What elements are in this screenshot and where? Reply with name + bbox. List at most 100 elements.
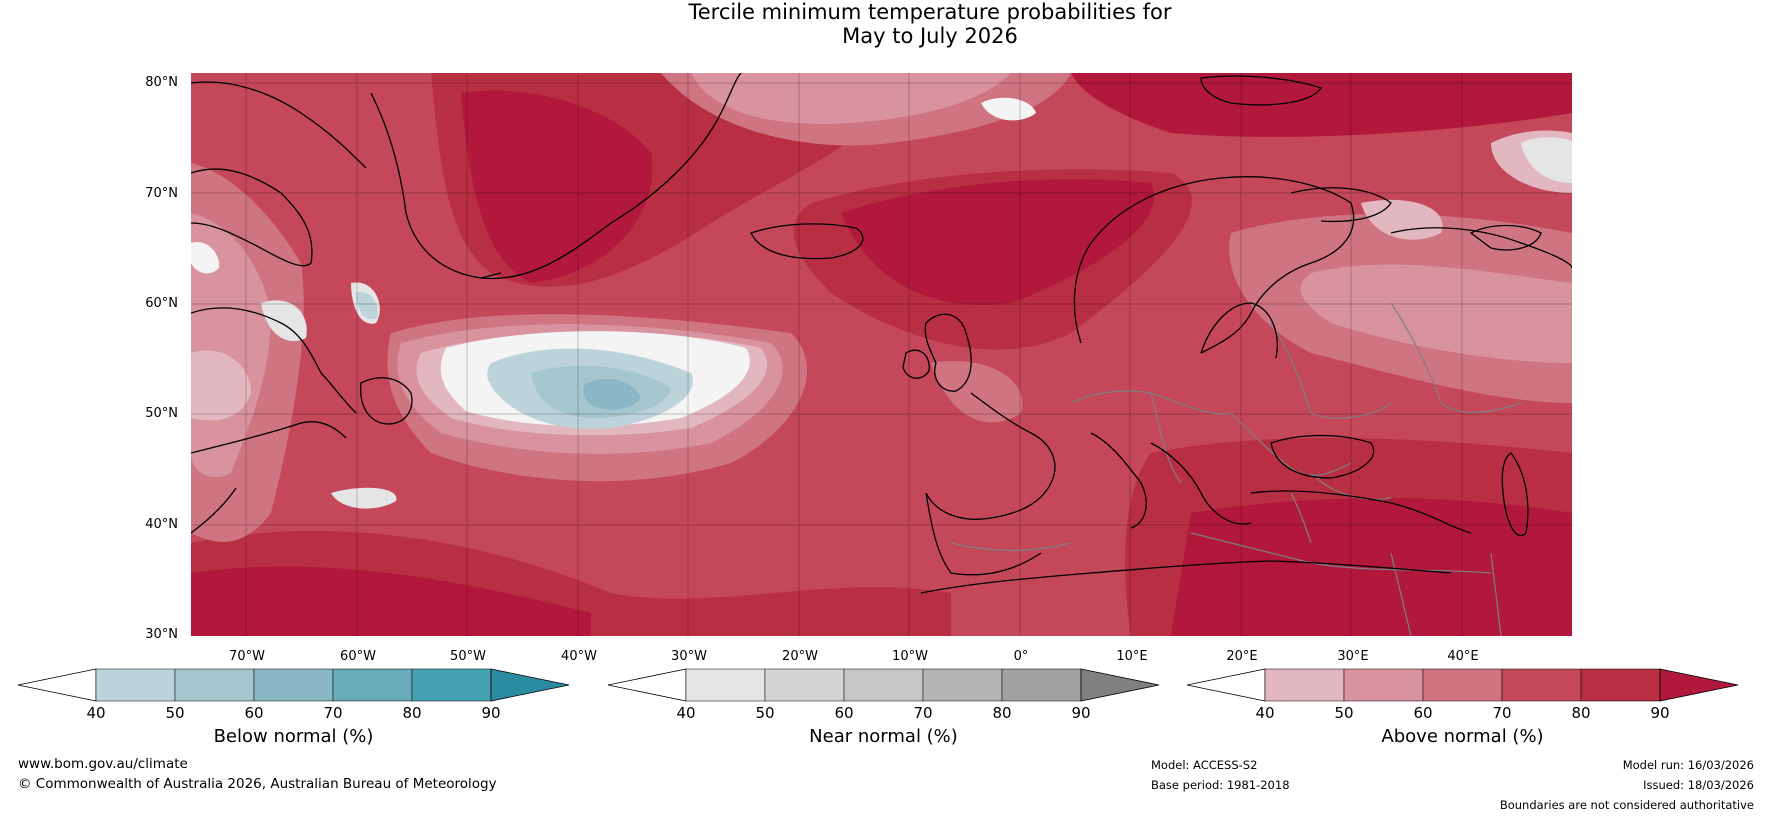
colorbar-title: Near normal (%) bbox=[809, 726, 958, 747]
colorbar-tick-label: 90 bbox=[1650, 704, 1670, 722]
colorbar-extend-high bbox=[1080, 668, 1160, 702]
coastlines bbox=[191, 73, 1572, 594]
lon-label-40e: 40°E bbox=[1447, 649, 1479, 664]
colorbar-segment bbox=[174, 668, 255, 702]
colorbar-tick-label: 50 bbox=[165, 704, 185, 722]
coast-iberia bbox=[925, 492, 1042, 576]
lon-label-30w: 30°W bbox=[671, 649, 707, 664]
coast-novaya bbox=[1469, 224, 1542, 251]
colorbar-above-normal: 40 50 60 70 80 90 Above normal (%) bbox=[1186, 668, 1739, 747]
coast-baffin-east bbox=[191, 81, 367, 169]
colorbar-segment bbox=[1580, 668, 1661, 702]
footer-issued: Issued: 18/03/2026 bbox=[1643, 778, 1754, 792]
colorbar-tick-label: 70 bbox=[323, 704, 343, 722]
coast-black-sea bbox=[1270, 434, 1375, 479]
colorbar-tick-label: 40 bbox=[86, 704, 106, 722]
coast-kola bbox=[1290, 187, 1392, 223]
lat-label-70n: 70°N bbox=[145, 186, 178, 201]
coast-arctic-russia bbox=[1390, 227, 1572, 269]
colorbar-tick-label: 70 bbox=[913, 704, 933, 722]
fill-near-40-region bbox=[191, 242, 220, 274]
colorbar-tick-label: 80 bbox=[1571, 704, 1591, 722]
colorbar-tick-label: 40 bbox=[1255, 704, 1275, 722]
colorbar-tick-label: 80 bbox=[402, 704, 422, 722]
fill-above-40-region bbox=[191, 350, 251, 421]
lon-label-30e: 30°E bbox=[1337, 649, 1369, 664]
footer-copyright: © Commonwealth of Australia 2026, Austra… bbox=[18, 776, 497, 792]
fill-above-90-region bbox=[841, 179, 1155, 305]
probability-map bbox=[191, 73, 1572, 636]
coast-turkey bbox=[1250, 490, 1472, 534]
colorbar-segment bbox=[922, 668, 1003, 702]
coast-uk bbox=[924, 313, 972, 392]
colorbar-tick-label: 50 bbox=[755, 704, 775, 722]
colorbar-segment bbox=[1501, 668, 1582, 702]
coast-svalbard bbox=[1200, 75, 1323, 106]
colorbar-tick-label: 60 bbox=[1413, 704, 1433, 722]
footer-disclaimer: Boundaries are not considered authoritat… bbox=[1499, 798, 1754, 812]
colorbar-tick-label: 90 bbox=[1071, 704, 1091, 722]
colorbar-graphic bbox=[1186, 668, 1739, 702]
lon-label-20w: 20°W bbox=[782, 649, 818, 664]
colorbar-title: Above normal (%) bbox=[1381, 726, 1544, 747]
colorbar-extend-high bbox=[1659, 668, 1739, 702]
colorbar-tick-label: 70 bbox=[1492, 704, 1512, 722]
lat-label-80n: 80°N bbox=[145, 75, 178, 90]
colorbar-tick-label: 40 bbox=[676, 704, 696, 722]
fill-below-40-region bbox=[356, 292, 378, 320]
coast-greenland-tip bbox=[480, 272, 502, 279]
footer-base-period: Base period: 1981-2018 bbox=[1151, 778, 1290, 792]
lon-label-50w: 50°W bbox=[450, 649, 486, 664]
coast-labrador bbox=[191, 307, 357, 414]
colorbar-segment bbox=[95, 668, 176, 702]
lon-label-70w: 70°W bbox=[229, 649, 265, 664]
footer-model-run: Model run: 16/03/2026 bbox=[1622, 758, 1754, 772]
colorbar-segment bbox=[1264, 668, 1345, 702]
map-title: Tercile minimum temperature probabilitie… bbox=[0, 0, 1770, 48]
fill-near-50-region bbox=[261, 300, 307, 342]
coast-ireland bbox=[902, 349, 930, 379]
colorbar-near-normal: 40 50 60 70 80 90 Near normal (%) bbox=[607, 668, 1160, 747]
fill-above-90-region bbox=[461, 90, 653, 283]
colorbar-segment bbox=[411, 668, 492, 702]
fill-near-50-region bbox=[331, 487, 397, 509]
lat-label-60n: 60°N bbox=[145, 296, 178, 311]
colorbar-tick-label: 60 bbox=[244, 704, 264, 722]
lon-label-0: 0° bbox=[1013, 649, 1029, 664]
coast-north-africa bbox=[920, 560, 1452, 594]
coast-maritimes bbox=[191, 421, 347, 454]
coast-greenland bbox=[370, 73, 742, 280]
footer-model: Model: ACCESS-S2 bbox=[1151, 758, 1258, 772]
colorbar-graphic bbox=[607, 668, 1160, 702]
coast-us-east bbox=[191, 487, 237, 534]
lat-label-50n: 50°N bbox=[145, 406, 178, 421]
colorbar-segment bbox=[764, 668, 845, 702]
coast-baffin bbox=[191, 168, 313, 267]
colorbar-segment bbox=[332, 668, 413, 702]
colorbar-segment bbox=[1001, 668, 1082, 702]
colorbar-extend-low bbox=[17, 668, 97, 702]
fill-above-40-region bbox=[1361, 199, 1443, 240]
coast-newfoundland bbox=[360, 377, 413, 425]
colorbar-below-normal: 40 50 60 70 80 90 Below normal (%) bbox=[17, 668, 570, 747]
colorbar-tick-label: 90 bbox=[481, 704, 501, 722]
lon-label-20e: 20°E bbox=[1226, 649, 1258, 664]
colorbar-segment bbox=[1343, 668, 1424, 702]
colorbar-segment bbox=[685, 668, 766, 702]
fill-near-40-region bbox=[981, 97, 1036, 121]
colorbar-tick-label: 60 bbox=[834, 704, 854, 722]
coast-scandinavia bbox=[1073, 176, 1355, 354]
fill-above-50-region bbox=[1300, 264, 1572, 363]
colorbar-extend-low bbox=[1186, 668, 1266, 702]
fill-above-90-region bbox=[1071, 73, 1572, 137]
colorbar-segment bbox=[1422, 668, 1503, 702]
coast-iceland bbox=[750, 223, 864, 260]
lat-label-30n: 30°N bbox=[145, 627, 178, 642]
coast-italy bbox=[1090, 432, 1147, 529]
coast-europe-west bbox=[925, 392, 1056, 520]
colorbar-extend-high bbox=[490, 668, 570, 702]
fill-near-50-region bbox=[1521, 137, 1572, 183]
colorbar-title: Below normal (%) bbox=[213, 726, 374, 747]
coast-caspian bbox=[1501, 452, 1529, 537]
graticule bbox=[191, 73, 1572, 636]
